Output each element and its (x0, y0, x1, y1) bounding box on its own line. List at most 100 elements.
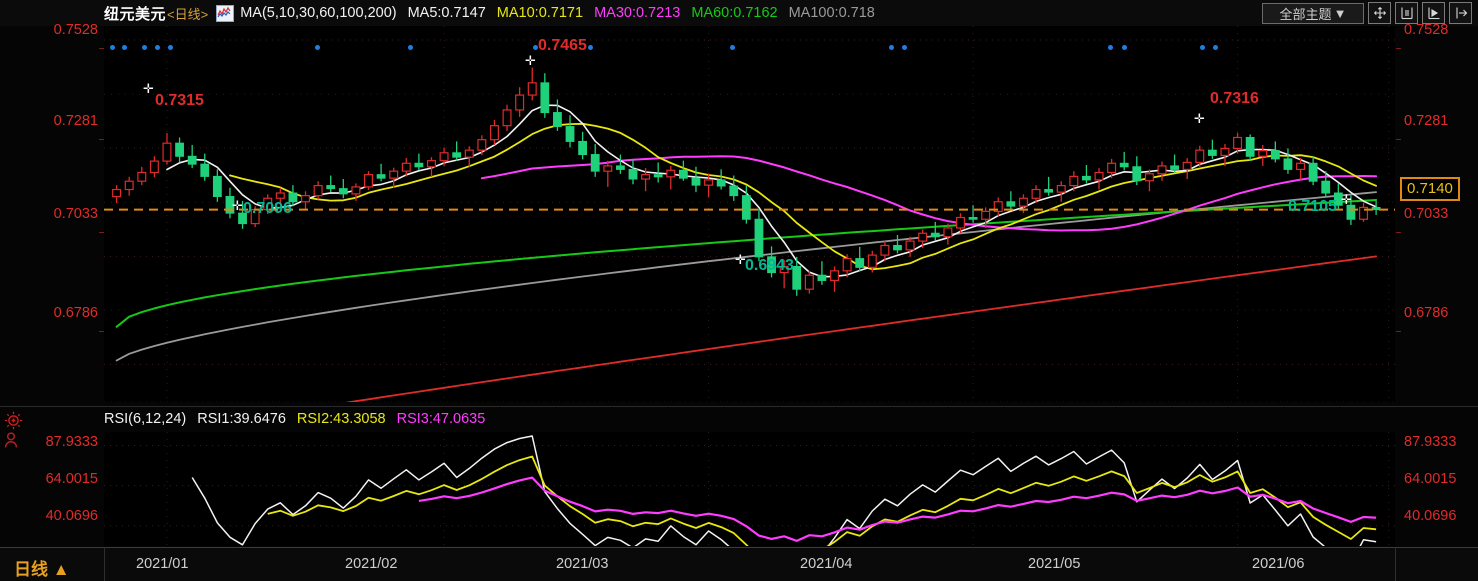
y-axis-right-label-2: 0.7281 (1404, 113, 1449, 129)
event-marker-dot[interactable] (730, 45, 735, 50)
extreme-cross-marker: ✛ (735, 252, 746, 267)
ma-line-ma200 (345, 255, 1377, 402)
panel-divider[interactable] (0, 406, 1478, 407)
x-axis-label: 2021/04 (800, 556, 853, 572)
ma-title: MA(5,10,30,60,100,200) (240, 5, 397, 21)
price-extreme-label: 0.7096 (243, 200, 292, 217)
x-axis-label: 2021/03 (556, 556, 609, 572)
price-extreme-label: 0.6943 (745, 257, 794, 274)
rsi-chart-canvas[interactable] (104, 432, 1395, 546)
ma10-value: MA10:0.7171 (496, 5, 584, 21)
event-marker-dot[interactable] (889, 45, 894, 50)
alert-target-icon[interactable] (4, 411, 23, 430)
extreme-cross-marker: ✛ (232, 198, 243, 213)
event-marker-dot[interactable] (1213, 45, 1218, 50)
axis-tick (99, 48, 104, 49)
ma30-value: MA30:0.7213 (594, 5, 681, 21)
event-marker-dot[interactable] (122, 45, 127, 50)
y-axis-left-label-3: 0.7033 (53, 206, 98, 222)
price-series-svg (104, 26, 1395, 402)
y-axis-right-label-4: 0.6786 (1404, 305, 1449, 321)
event-marker-dot[interactable] (315, 45, 320, 50)
period-label: 日线 (14, 560, 48, 579)
event-marker-dot[interactable] (902, 45, 907, 50)
expand-right-icon[interactable] (1449, 2, 1472, 24)
rsi-axis-right-label-1: 87.9333 (1404, 434, 1457, 450)
y-axis-left-label-4: 0.6786 (53, 305, 98, 321)
period-selector[interactable]: 日线 ▲ (14, 555, 70, 580)
chart-header-bar: 纽元美元 <日线> MA(5,10,30,60,100,200) MA5:0.7… (0, 0, 1478, 26)
ma100-value: MA100:0.718 (788, 5, 875, 21)
event-marker-dot[interactable] (168, 45, 173, 50)
rsi-axis-left-label-2: 64.0015 (45, 471, 98, 487)
current-price-badge: 0.7140 (1400, 177, 1460, 201)
axis-separator (104, 547, 105, 581)
axis-separator (1395, 547, 1396, 581)
y-axis-left-label-1: 0.7528 (53, 22, 98, 38)
event-marker-dot[interactable] (155, 45, 160, 50)
extreme-cross-marker: ✛ (525, 53, 536, 68)
theme-select-label: 全部主题 (1279, 6, 1332, 22)
axis-tick (1396, 48, 1401, 49)
extreme-cross-marker: ✛ (143, 81, 154, 96)
event-marker-dot[interactable] (408, 45, 413, 50)
account-person-icon[interactable] (4, 432, 18, 448)
header-toolbar: 全部主题 ▼ (1262, 2, 1478, 24)
rsi-header-bar: RSI(6,12,24) RSI1:39.6476 RSI2:43.3058 R… (104, 411, 496, 427)
scale-vertical-icon[interactable] (1395, 2, 1418, 24)
x-axis-label: 2021/06 (1252, 556, 1305, 572)
event-marker-dot[interactable] (1200, 45, 1205, 50)
price-extreme-label: 0.7465 (538, 37, 587, 54)
rsi-line-rsi2 (267, 455, 1377, 546)
theme-select-button[interactable]: 全部主题 ▼ (1262, 2, 1364, 24)
x-axis-footer: 日线 ▲ 2021/01 2021/02 2021/03 2021/04 2021/05… (0, 547, 1478, 581)
footer-top-rule (0, 547, 1478, 548)
candlestick-series (112, 67, 1381, 296)
price-extreme-label: 0.7105 (1288, 198, 1337, 215)
ma60-value: MA60:0.7162 (691, 5, 778, 21)
axis-tick (1396, 139, 1401, 140)
axis-tick (99, 232, 104, 233)
x-axis-label: 2021/05 (1028, 556, 1081, 572)
scale-horizontal-icon[interactable] (1422, 2, 1445, 24)
ma-line-ma10 (229, 122, 1377, 271)
rsi-title: RSI(6,12,24) (104, 411, 187, 427)
y-axis-right-label-3: 0.7033 (1404, 206, 1449, 222)
event-marker-dot[interactable] (1108, 45, 1113, 50)
event-marker-dot[interactable] (142, 45, 147, 50)
event-marker-dot[interactable] (1122, 45, 1127, 50)
rsi2-value: RSI2:43.3058 (296, 411, 386, 427)
x-axis-label: 2021/01 (136, 556, 189, 572)
ma-line-ma60 (115, 199, 1378, 328)
crosshair-move-icon[interactable] (1368, 2, 1391, 24)
price-extreme-label: 0.7315 (155, 92, 204, 109)
rsi-axis-right-label-3: 40.0696 (1404, 508, 1457, 524)
event-marker-dot[interactable] (110, 45, 115, 50)
rsi-axis-left-label-3: 40.0696 (45, 508, 98, 524)
axis-tick (1396, 232, 1401, 233)
symbol-name: 纽元美元 (104, 5, 167, 23)
extreme-cross-marker: ✛ (1194, 111, 1205, 126)
rsi3-value: RSI3:47.0635 (396, 411, 486, 427)
chevron-down-icon: ▼ (1333, 5, 1347, 21)
event-marker-dot[interactable] (588, 45, 593, 50)
rsi-axis-right-label-2: 64.0015 (1404, 471, 1457, 487)
rsi-series-svg (104, 432, 1395, 546)
axis-tick (99, 139, 104, 140)
axis-tick (1396, 331, 1401, 332)
price-chart-canvas[interactable] (104, 26, 1395, 402)
ma5-value: MA5:0.7147 (407, 5, 486, 21)
event-marker-dot[interactable] (533, 45, 538, 50)
rsi-line-rsi3 (418, 476, 1377, 542)
caret-up-icon: ▲ (52, 560, 70, 579)
timeframe-label: <日线> (167, 6, 209, 22)
axis-tick (99, 331, 104, 332)
x-axis-label: 2021/02 (345, 556, 398, 572)
y-axis-left-label-2: 0.7281 (53, 113, 98, 129)
price-extreme-label: 0.7316 (1210, 90, 1259, 107)
extreme-cross-marker: ✛ (1341, 192, 1352, 207)
y-axis-right-label-1: 0.7528 (1404, 22, 1449, 38)
ma-line-ma30 (480, 155, 1378, 232)
rsi-axis-left-label-1: 87.9333 (45, 434, 98, 450)
ma-indicator-icon[interactable] (216, 4, 235, 22)
